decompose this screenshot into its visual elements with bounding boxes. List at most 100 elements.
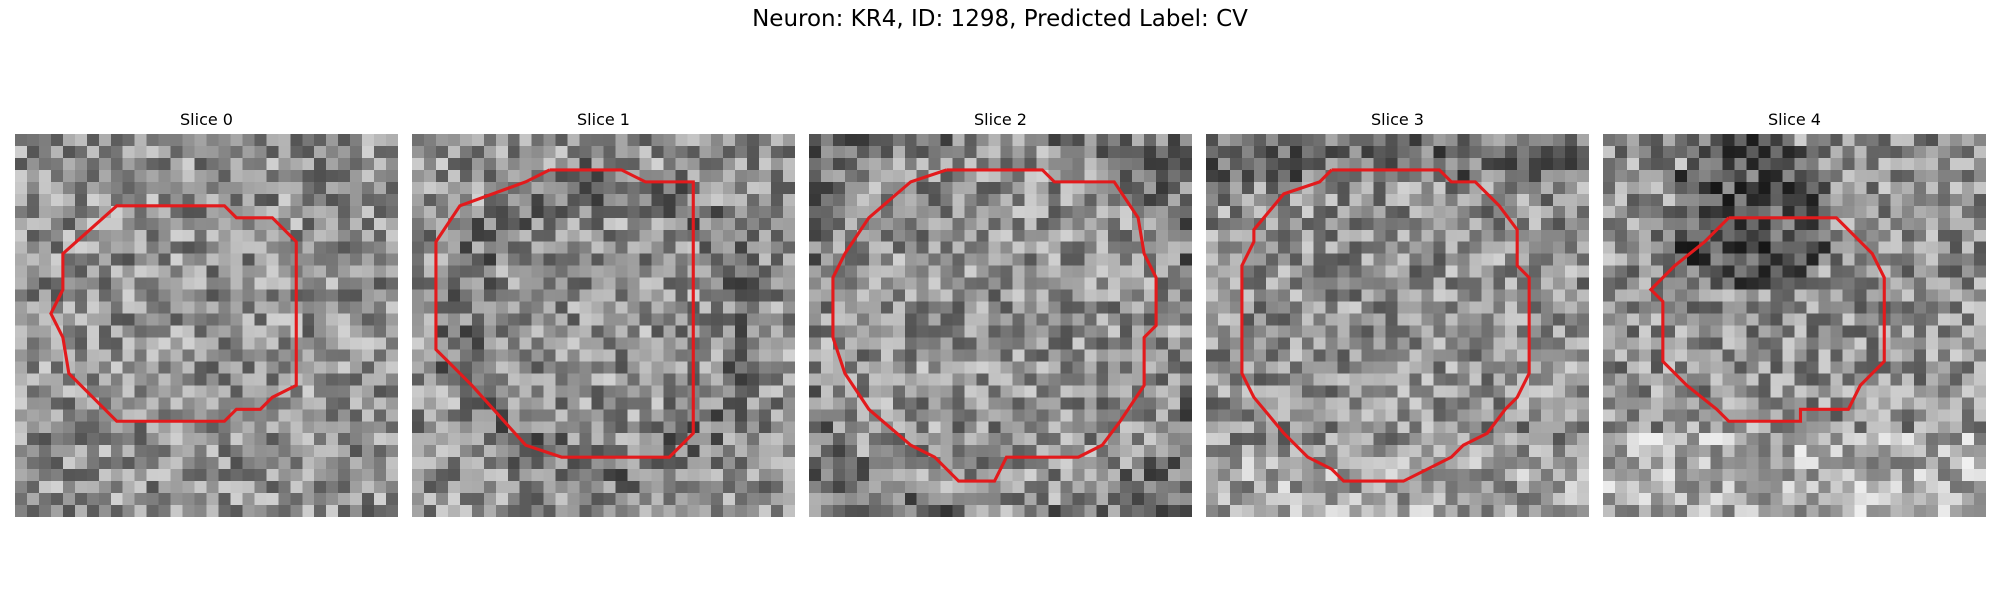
pixel [809, 421, 822, 434]
pixel [1974, 169, 1986, 183]
pixel [1206, 301, 1219, 314]
pixel [170, 313, 183, 326]
pixel [206, 481, 219, 494]
pixel [122, 241, 135, 254]
pixel [1469, 493, 1482, 506]
pixel [952, 337, 965, 350]
pixel [615, 457, 628, 470]
pixel [1060, 397, 1073, 410]
pixel [880, 325, 894, 338]
pixel [218, 361, 231, 374]
pixel [844, 217, 858, 230]
pixel [1481, 205, 1494, 219]
pixel [1734, 277, 1747, 290]
pixel [1650, 145, 1664, 159]
pixel [1481, 445, 1494, 458]
pixel [170, 457, 183, 470]
pixel [1433, 397, 1446, 410]
pixel [615, 217, 628, 230]
pixel [1806, 409, 1819, 422]
pixel [1577, 145, 1589, 159]
pixel [26, 229, 40, 242]
pixel [218, 457, 231, 470]
pixel [110, 157, 123, 171]
pixel [206, 301, 219, 314]
pixel [447, 397, 461, 410]
pixel [940, 301, 953, 314]
pixel [1950, 397, 1963, 410]
pixel [386, 134, 398, 147]
pixel [820, 469, 834, 482]
pixel [1132, 253, 1145, 266]
pixel [1000, 349, 1013, 362]
pixel [1517, 157, 1530, 171]
pixel [1722, 445, 1735, 458]
pixel [1469, 409, 1482, 422]
pixel [555, 169, 568, 183]
pixel [26, 337, 40, 350]
pixel [1277, 361, 1291, 374]
pixel [1397, 301, 1410, 314]
pixel [1614, 181, 1628, 195]
pixel [1698, 301, 1711, 314]
pixel [194, 253, 207, 266]
pixel [314, 421, 327, 434]
pixel [134, 349, 147, 362]
pixel [1866, 325, 1879, 338]
pixel [1950, 361, 1963, 374]
pixel [1120, 277, 1133, 290]
pixel [1012, 265, 1025, 278]
pixel [603, 205, 616, 219]
pixel [1206, 229, 1219, 242]
pixel [435, 337, 449, 350]
pixel [1397, 205, 1410, 219]
pixel [1686, 205, 1699, 219]
pixel [1878, 169, 1891, 183]
pixel [350, 193, 363, 207]
pixel [194, 145, 207, 159]
pixel [952, 134, 965, 147]
pixel [615, 337, 628, 350]
pixel [1325, 505, 1338, 517]
pixel [1241, 481, 1255, 494]
pixel [1794, 193, 1807, 207]
pixel [1132, 493, 1145, 506]
pixel [880, 373, 894, 386]
pixel [110, 337, 123, 350]
pixel [62, 253, 76, 266]
pixel [567, 361, 580, 374]
pixel [1529, 241, 1542, 254]
pixel [1108, 337, 1121, 350]
pixel [1241, 145, 1255, 159]
pixel [591, 313, 604, 326]
pixel [1577, 337, 1589, 350]
pixel [1421, 493, 1434, 506]
pixel [98, 193, 111, 207]
pixel [591, 361, 604, 374]
pixel [1180, 205, 1192, 219]
pixel [844, 349, 858, 362]
pixel [1926, 409, 1939, 422]
pixel [1794, 337, 1807, 350]
pixel [627, 385, 640, 398]
pixel [1217, 241, 1231, 254]
pixel [362, 337, 375, 350]
pixel [1842, 253, 1855, 266]
pixel [543, 313, 556, 326]
pixel [1782, 205, 1795, 219]
pixel [1758, 289, 1771, 302]
pixel [880, 169, 894, 183]
pixel [483, 229, 497, 242]
pixel [362, 505, 375, 517]
pixel [62, 181, 76, 195]
pixel [531, 241, 544, 254]
pixel [1361, 433, 1374, 446]
pixel [675, 505, 688, 517]
pixel [675, 469, 688, 482]
pixel [1012, 385, 1025, 398]
pixel [1241, 181, 1255, 195]
pixel [1974, 217, 1986, 230]
pixel [892, 229, 905, 242]
pixel [1253, 457, 1267, 470]
pixel [1505, 265, 1518, 278]
